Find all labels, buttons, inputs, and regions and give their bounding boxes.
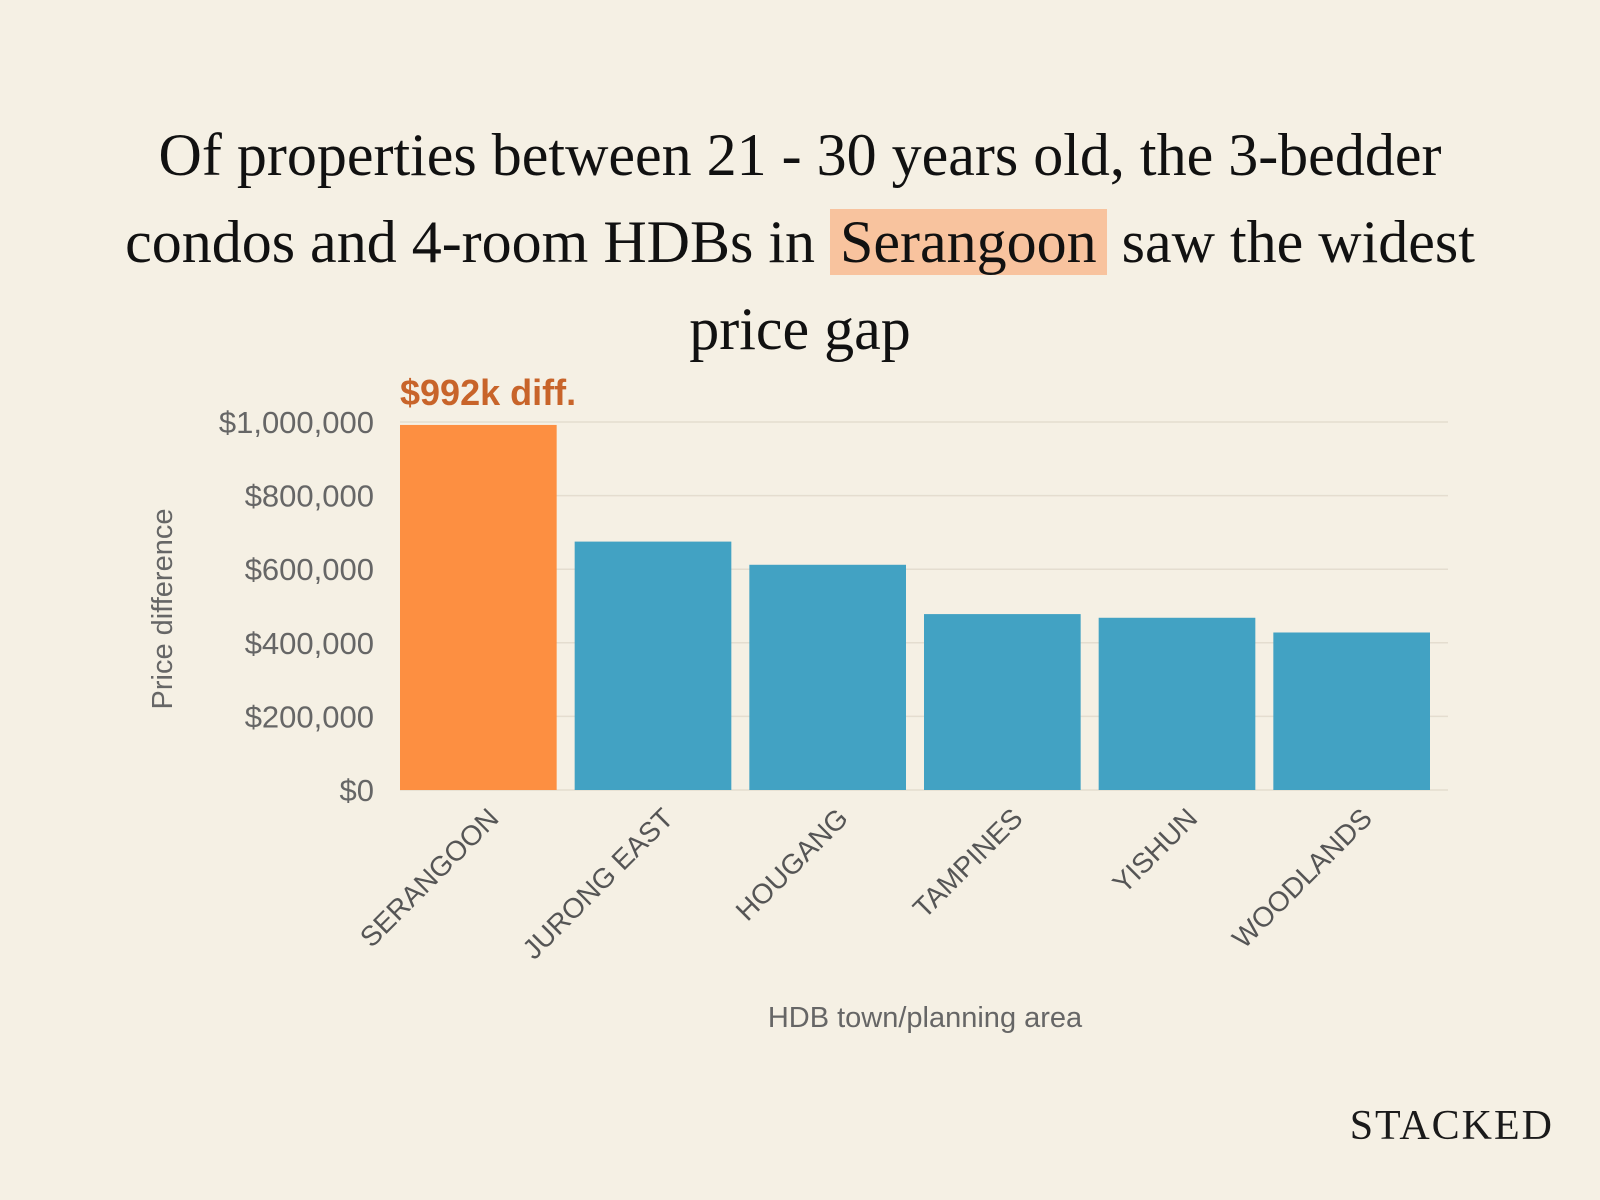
bar-yishun [1098,617,1256,790]
bar-woodlands [1273,632,1430,790]
title-highlight: Serangoon [830,209,1107,275]
bar-annotation: $992k diff. [400,372,576,413]
bar-hougang [749,564,906,790]
x-tick-label: YISHUN [1107,802,1204,899]
y-axis-ticks: $0 $200,000 $400,000 $600,000 $800,000 $1,000… [219,405,374,808]
y-tick-label: $0 [340,773,374,808]
chart-title: Of properties between 21 - 30 years old,… [100,112,1500,373]
y-tick-label: $600,000 [245,552,374,587]
y-tick-label: $800,000 [245,479,374,514]
bar-tampines [924,614,1081,790]
y-tick-label: $400,000 [245,626,374,661]
x-axis-ticks: SERANGOON JURONG EAST HOUGANG TAMPINES YISHU… [354,802,1378,965]
title-text-after: saw the widest price gap [689,209,1475,362]
y-tick-label: $1,000,000 [219,405,374,440]
title-text-before: Of properties between 21 - 30 years old,… [125,122,1442,275]
brand-logo: STACKED [1349,1103,1554,1149]
x-tick-label: HOUGANG [730,802,854,926]
y-tick-label: $200,000 [245,699,374,734]
x-axis-label: HDB town/planning area [768,1002,1083,1034]
y-axis-label: Price difference [147,509,179,710]
bar-jurong-east [574,541,732,790]
bars [400,424,1430,790]
x-tick-label: SERANGOON [354,802,505,953]
bar-serangoon [400,424,557,790]
x-tick-label: WOODLANDS [1226,802,1378,954]
x-tick-label: TAMPINES [907,802,1029,924]
x-tick-label: JURONG EAST [517,802,680,965]
